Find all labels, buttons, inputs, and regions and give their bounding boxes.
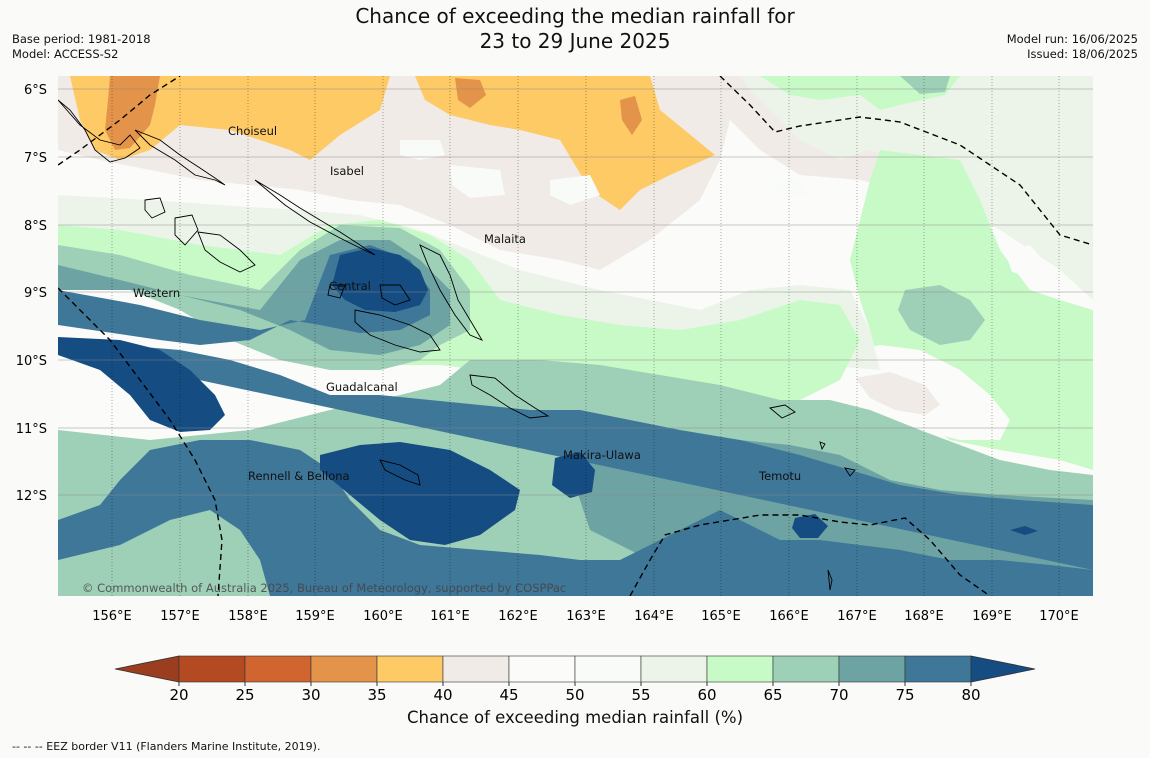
contour-65-bottom-left: [58, 510, 270, 596]
contour-80-east-b: [1010, 526, 1038, 535]
colorbar-segment: [838, 655, 906, 683]
lat-label: 7°S: [24, 151, 47, 166]
rainfall-contours: [58, 76, 1093, 596]
contour-30-right: [620, 96, 642, 135]
model-run: Model run: 16/06/2025: [1006, 32, 1138, 46]
lon-label: 162°E: [498, 609, 538, 624]
meta-left: Base period: 1981-2018 Model: ACCESS-S2: [12, 32, 151, 62]
lon-label: 169°E: [972, 609, 1012, 624]
lon-label: 170°E: [1039, 609, 1079, 624]
region-makira-ulawa: Makira-Ulawa: [563, 448, 641, 462]
colorbar-tick-label: 30: [301, 686, 320, 704]
contour-80-west: [58, 337, 225, 432]
coastlines: [58, 99, 856, 591]
colorbar-ticks: 20 25 30 35 40 45 50 55 60 65 70 75 80: [169, 682, 981, 704]
colorbar-under-arrow: [114, 655, 180, 683]
lon-label: 165°E: [701, 609, 741, 624]
region-rennell-bellona: Rennell & Bellona: [248, 469, 350, 483]
issued-date: Issued: 18/06/2025: [1027, 47, 1138, 61]
colorbar-segment: [574, 655, 642, 683]
base-period: Base period: 1981-2018: [12, 32, 151, 46]
contour-80-east-a: [792, 514, 828, 538]
contour-55-right: [740, 76, 1093, 300]
contour-80-south: [320, 442, 520, 545]
latitude-labels: 6°S 7°S 8°S 9°S 10°S 11°S 12°S: [16, 83, 47, 504]
lon-label: 163°E: [566, 609, 606, 624]
copyright-text: © Commonwealth of Australia 2025, Bureau…: [82, 581, 566, 595]
lon-label: 161°E: [430, 609, 470, 624]
colorbar-tick-label: 45: [499, 686, 518, 704]
contour-80-central: [332, 248, 428, 312]
model-name: Model: ACCESS-S2: [12, 47, 119, 61]
lon-label: 159°E: [295, 609, 335, 624]
colorbar-tick-label: 65: [763, 686, 782, 704]
lon-label: 156°E: [92, 609, 132, 624]
colorbar-segment: [904, 655, 972, 683]
colorbar-segment: [706, 655, 774, 683]
lat-label: 6°S: [24, 83, 47, 98]
contour-30-mid: [455, 78, 486, 108]
colorbar-tick-label: 40: [433, 686, 452, 704]
colorbar-tick-label: 60: [697, 686, 716, 704]
colorbar-segment: [244, 655, 312, 683]
lat-label: 12°S: [16, 489, 47, 504]
latitude-gridlines: [58, 88, 1093, 496]
colorbar-tick-label: 80: [961, 686, 980, 704]
longitude-labels: 156°E 157°E 158°E 159°E 160°E 161°E 162°…: [92, 609, 1079, 624]
region-labels: Choiseul Isabel Malaita Central Western …: [133, 124, 801, 483]
region-temotu: Temotu: [758, 469, 801, 483]
contour-75: [58, 245, 1093, 596]
colorbar: 20 25 30 35 40 45 50 55 60 65 70 75 80: [114, 655, 1036, 704]
eez-footnote: -- -- -- EEZ border V11 (Flanders Marine…: [12, 740, 321, 753]
colorbar-segment: [508, 655, 576, 683]
contour-50-top: [400, 140, 810, 205]
contour-65-right: [898, 76, 985, 345]
lon-label: 164°E: [634, 609, 674, 624]
lat-label: 11°S: [16, 422, 47, 437]
colorbar-segment: [640, 655, 708, 683]
colorbar-title: Chance of exceeding median rainfall (%): [406, 708, 744, 727]
lon-label: 158°E: [228, 609, 268, 624]
colorbar-tick-label: 55: [631, 686, 650, 704]
region-guadalcanal: Guadalcanal: [326, 380, 398, 394]
lon-label: 167°E: [837, 609, 877, 624]
region-malaita: Malaita: [484, 232, 526, 246]
meta-right: Model run: 16/06/2025 Issued: 18/06/2025: [1007, 32, 1138, 62]
lon-label: 157°E: [160, 609, 200, 624]
eez-borders: [58, 76, 1093, 596]
colorbar-tick-label: 20: [169, 686, 188, 704]
region-western: Western: [133, 286, 180, 300]
region-choiseul: Choiseul: [228, 124, 277, 138]
region-isabel: Isabel: [330, 164, 364, 178]
contour-80-makira: [552, 452, 595, 498]
colorbar-tick-label: 25: [235, 686, 254, 704]
region-central: Central: [329, 279, 371, 293]
lon-label: 160°E: [363, 609, 403, 624]
colorbar-segment: [310, 655, 378, 683]
contour-35-mid: [415, 76, 715, 210]
colorbar-segment: [442, 655, 510, 683]
chart-title: Chance of exceeding the median rainfall …: [0, 4, 1150, 54]
colorbar-segment: [178, 655, 246, 683]
colorbar-segments: [178, 655, 972, 683]
colorbar-tick-label: 70: [829, 686, 848, 704]
colorbar-tick-label: 75: [895, 686, 914, 704]
colorbar-tick-label: 50: [565, 686, 584, 704]
lat-label: 8°S: [24, 219, 47, 234]
colorbar-segment: [772, 655, 840, 683]
colorbar-segment: [376, 655, 444, 683]
lat-label: 9°S: [24, 286, 47, 301]
colorbar-over-arrow: [970, 655, 1036, 683]
title-line-1: Chance of exceeding the median rainfall …: [355, 4, 795, 28]
colorbar-tick-label: 35: [367, 686, 386, 704]
contour-30-left: [105, 76, 160, 150]
contour-45-right: [855, 372, 940, 415]
lat-label: 10°S: [16, 354, 47, 369]
lon-label: 166°E: [769, 609, 809, 624]
lon-label: 168°E: [904, 609, 944, 624]
title-line-2: 23 to 29 June 2025: [479, 29, 671, 53]
contour-50-right-b: [1005, 245, 1045, 278]
